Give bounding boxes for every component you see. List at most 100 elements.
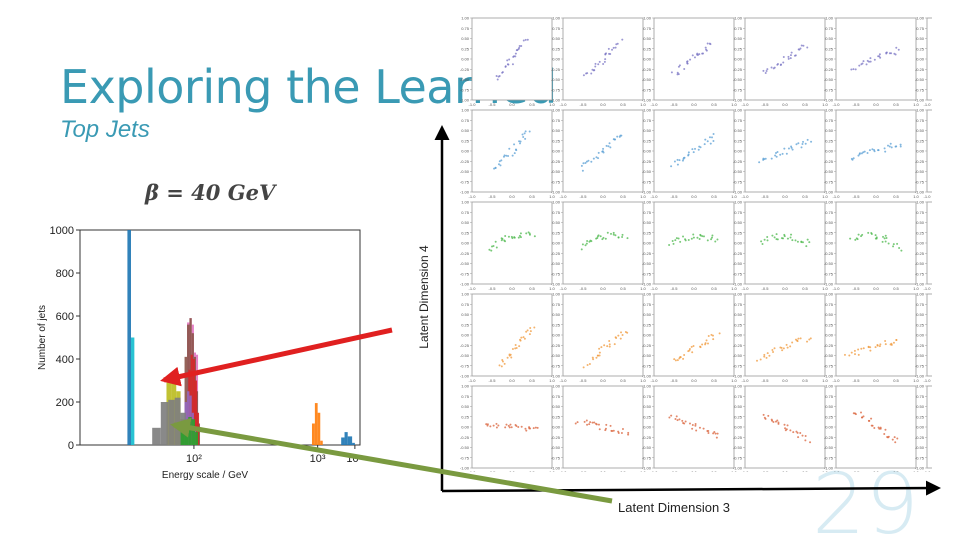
panel-y-tick-label: -0.50 <box>915 261 925 266</box>
scatter-point <box>798 48 801 51</box>
panel-y-tick-label: -0.75 <box>733 87 743 92</box>
panel-y-tick-label: 0.25 <box>825 322 834 327</box>
histogram-bar <box>168 399 175 445</box>
panel-y-tick-label: 0.25 <box>825 138 834 143</box>
panel-x-tick-label: 1.0 <box>822 286 828 291</box>
panel-y-tick-label: -0.50 <box>551 169 561 174</box>
scatter-point <box>494 240 497 243</box>
scatter-point <box>789 429 792 432</box>
panel-y-tick-label: -0.75 <box>733 271 743 276</box>
panel-x-tick-label: 0.5 <box>711 470 717 472</box>
scatter-point <box>693 56 696 59</box>
panel-x-tick-label: -0.5 <box>671 378 679 383</box>
panel-y-tick-label: 0.50 <box>461 312 470 317</box>
panel-y-tick-label: -0.75 <box>460 87 470 92</box>
scatter-point <box>785 343 788 346</box>
scatter-point <box>692 233 695 236</box>
scatter-point <box>809 441 812 444</box>
panel-x-tick-label: -1.0 <box>469 102 477 107</box>
panel-y-tick-label: 1.00 <box>916 16 925 21</box>
scatter-point <box>696 236 699 239</box>
panel-x-tick-label: -0.5 <box>853 286 861 291</box>
panel-y-tick-label: -0.25 <box>824 343 834 348</box>
scatter-point <box>519 232 522 235</box>
scatter-point <box>602 62 605 65</box>
panel-y-tick-label: 0.50 <box>734 220 743 225</box>
scatter-point <box>895 46 898 49</box>
panel-x-tick-label: -0.5 <box>580 286 588 291</box>
panel-x-tick-label: -1.0 <box>833 378 841 383</box>
scatter-point <box>514 148 517 151</box>
panel-y-tick-label: -0.25 <box>551 67 561 72</box>
scatter-point <box>613 343 616 346</box>
scatter-point <box>503 154 506 157</box>
scatter-point <box>783 235 786 238</box>
scatter-point <box>525 232 528 235</box>
scatter-point <box>597 234 600 237</box>
scatter-point <box>800 44 803 47</box>
panel-y-tick-label: -0.50 <box>460 445 470 450</box>
scatter-point <box>870 233 873 236</box>
scatter-point <box>782 61 785 64</box>
scatter-point <box>490 245 493 248</box>
histogram-bar <box>180 432 185 445</box>
scatter-point <box>862 347 865 350</box>
panel-y-tick-label: -0.75 <box>915 87 925 92</box>
scatter-panel: 1.00 0.75 0.50 0.25 0.00 -0.25 -0.50 -0.75 -1.00… <box>915 200 932 291</box>
panel-y-tick-label: 0.50 <box>552 36 561 41</box>
panel-x-tick-label: 0.0 <box>509 470 515 472</box>
scatter-point <box>525 429 528 432</box>
scatter-point <box>498 364 501 367</box>
scatter-point <box>495 422 498 425</box>
scatter-point <box>766 235 769 238</box>
scatter-point <box>878 53 881 56</box>
scatter-point <box>612 46 615 49</box>
panel-y-tick-label: -0.50 <box>733 445 743 450</box>
panel-y-tick-label: 0.50 <box>825 128 834 133</box>
scatter-point <box>712 133 715 136</box>
panel-y-tick-label: 0.75 <box>734 118 743 123</box>
scatter-point <box>897 48 900 51</box>
scatter-point <box>597 157 600 160</box>
scatter-point <box>756 359 759 362</box>
histogram-bar <box>187 324 190 445</box>
scatter-point <box>794 54 797 57</box>
panel-x-tick-label: 1.0 <box>822 378 828 383</box>
scatter-point <box>879 426 882 429</box>
panel-x-tick-label: 0.5 <box>620 470 626 472</box>
scatter-point <box>878 345 881 348</box>
panel-y-tick-label: 0.25 <box>552 138 561 143</box>
scatter-point <box>603 344 606 347</box>
scatter-point <box>492 244 495 247</box>
scatter-point <box>896 437 899 440</box>
scatter-point <box>507 63 510 66</box>
scatter-point <box>514 52 517 55</box>
scatter-point <box>518 46 521 49</box>
scatter-point <box>595 156 598 159</box>
panel-y-tick-label: -0.75 <box>915 363 925 368</box>
scatter-point <box>775 233 778 236</box>
panel-x-tick-label: -0.5 <box>489 378 497 383</box>
panel-y-tick-label: 1.00 <box>643 16 652 21</box>
histogram-bar <box>311 423 315 445</box>
scatter-point <box>671 239 674 242</box>
scatter-point <box>522 336 525 339</box>
scatter-point <box>770 418 773 421</box>
scatter-point <box>772 421 775 424</box>
panel-x-tick-label: 0.5 <box>802 194 808 199</box>
panel-x-tick-label: 0.5 <box>529 102 535 107</box>
panel-y-tick-label: 0.00 <box>825 425 834 430</box>
scatter-point <box>619 134 622 137</box>
panel-x-tick-label: -0.5 <box>671 102 679 107</box>
scatter-point <box>773 347 776 350</box>
panel-x-tick-label: 0.0 <box>691 194 697 199</box>
panel-y-tick-label: -0.75 <box>824 87 834 92</box>
scatter-point <box>494 166 497 169</box>
scatter-point <box>766 352 769 355</box>
panel-y-tick-label: 0.75 <box>552 210 561 215</box>
panel-x-tick-label: 0.0 <box>600 194 606 199</box>
scatter-point <box>710 238 713 241</box>
panel-y-tick-label: -0.75 <box>551 87 561 92</box>
panel-frame <box>835 293 917 377</box>
panel-x-tick-label: -1.0 <box>924 194 932 199</box>
